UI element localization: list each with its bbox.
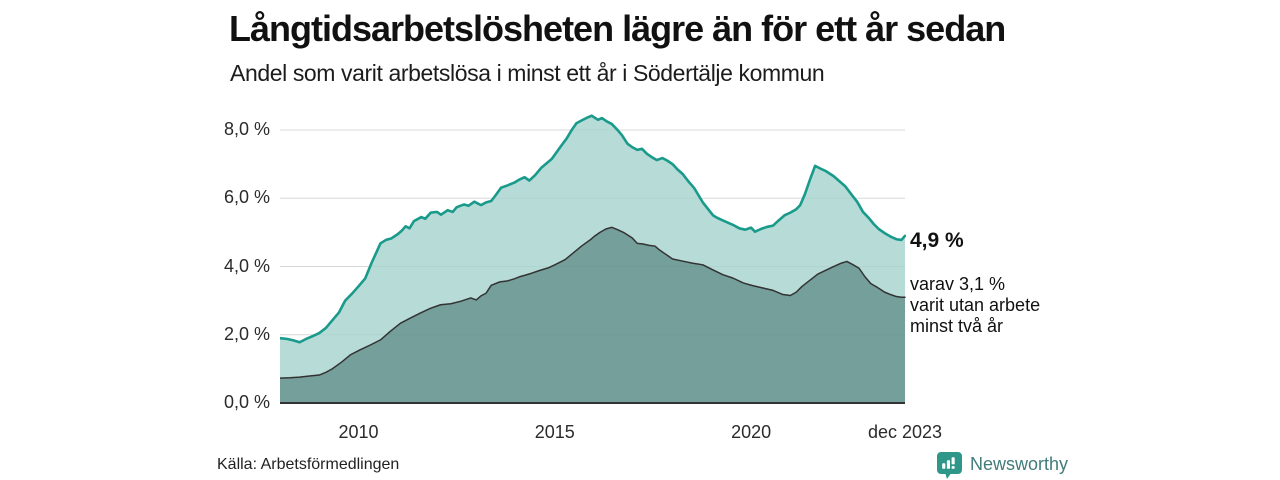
y-tick-label: 2,0 % [223,323,270,344]
x-tick-label: 2015 [534,422,575,442]
newsworthy-logo[interactable]: Newsworthy [936,451,1068,479]
x-tick-label: 2010 [338,422,379,442]
end-value-detail-line: varit utan arbete [910,295,1041,315]
line-series-unemployed-one-year [280,114,906,344]
y-tick-label: 8,0 % [223,119,270,140]
y-tick-label: 4,0 % [223,255,270,276]
page-title: Långtidsarbetslösheten lägre än för ett … [229,8,1006,49]
newsworthy-bars-icon [937,452,962,479]
end-value-detail-line: minst två år [910,316,1004,336]
y-tick-label: 6,0 % [223,187,270,208]
x-tick-label: 2020 [731,422,772,442]
page-subtitle: Andel som varit arbetslösa i minst ett å… [230,60,825,86]
newsworthy-wordmark: Newsworthy [970,454,1069,474]
chart-area [280,114,906,404]
end-value-detail-line: varav 3,1 % [910,274,1006,294]
end-value-detail: varav 3,1 % varit utan arbete minst två år [910,274,1040,337]
line-series-unemployed-two-years [280,226,906,379]
source-label: Källa: Arbetsförmedlingen [217,456,400,473]
area-series-unemployed-two-years [280,227,905,403]
x-tick-label: dec 2023 [867,422,943,442]
end-value-label: 4,9 % [910,229,964,252]
y-tick-label: 0,0 % [223,392,270,412]
